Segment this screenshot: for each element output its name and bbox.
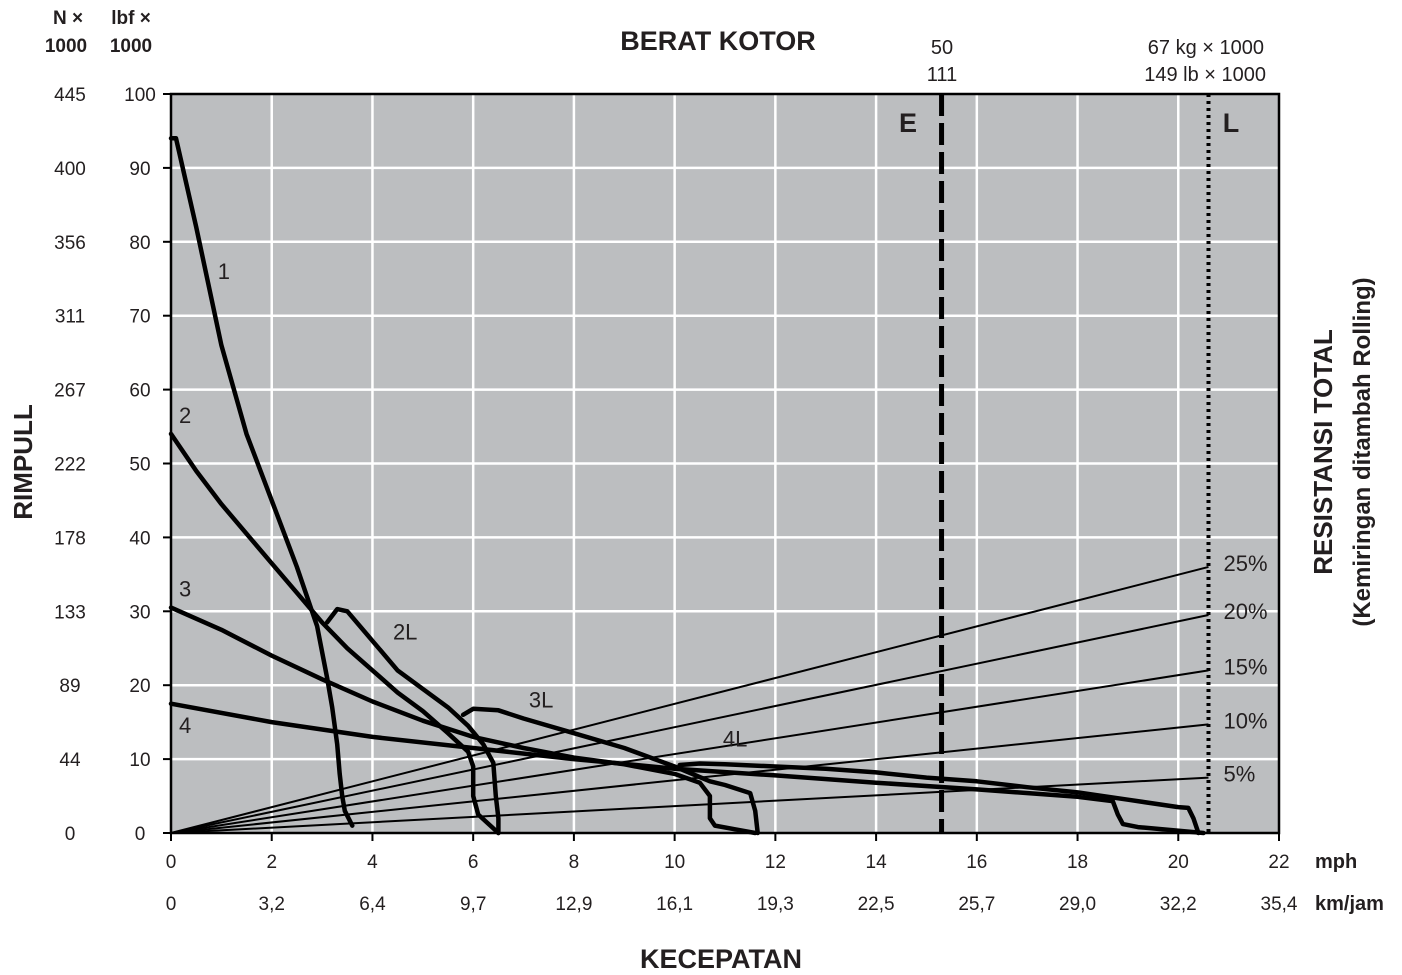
chart-title: BERAT KOTOR — [620, 26, 816, 56]
x-tick-label-kmh: 9,7 — [460, 894, 486, 915]
weight-e-label: E — [899, 108, 917, 138]
series-line-3l — [460, 706, 760, 836]
y-tick-label-n: 222 — [54, 455, 86, 476]
x-tick-label-mph: 2 — [266, 852, 277, 873]
y-tick-label-lbf: 70 — [129, 307, 150, 328]
x-tick-label-mph: 10 — [664, 852, 685, 873]
x-tick-label-mph: 18 — [1067, 852, 1088, 873]
y2-axis-title: RESISTANSI TOTAL — [1308, 329, 1338, 575]
series-layer — [168, 136, 1206, 836]
weight-lines-layer — [939, 94, 1211, 833]
x-tick-label-kmh: 25,7 — [958, 894, 995, 915]
label-layer: 0023,246,469,7812,91016,11219,31422,5162… — [54, 85, 1298, 915]
x-tick-label-mph: 8 — [569, 852, 580, 873]
resistance-label: 20% — [1223, 599, 1267, 624]
x-tick-label-mph: 6 — [468, 852, 479, 873]
x-axis-title: KECEPATAN — [640, 944, 802, 974]
y-tick-label-n: 267 — [54, 381, 86, 402]
y-tick-label-lbf: 30 — [129, 602, 150, 623]
x-tick-label-kmh: 19,3 — [757, 894, 794, 915]
resistance-label: 15% — [1223, 654, 1267, 679]
y-unit-lbf-line1: lbf × — [111, 8, 151, 29]
y-tick-label-lbf: 100 — [124, 85, 156, 106]
x-tick-label-mph: 14 — [866, 852, 888, 873]
y-tick-label-n: 445 — [54, 85, 86, 106]
series-line-4 — [168, 701, 1206, 836]
y-tick-label-n: 178 — [54, 528, 86, 549]
series-line-2 — [168, 431, 501, 836]
y-tick-label-lbf: 50 — [129, 455, 150, 476]
y-tick-label-n: 311 — [55, 307, 85, 328]
series-line-1 — [168, 136, 355, 828]
y-tick-label-lbf: 40 — [129, 528, 150, 549]
x-tick-label-kmh: 29,0 — [1059, 894, 1096, 915]
x-tick-label-kmh: 12,9 — [555, 894, 592, 915]
y-tick-label-lbf: 0 — [135, 824, 146, 845]
y2-axis-subtitle: (Kemiringan ditambah Rolling) — [1349, 277, 1376, 626]
x-unit-kmh: km/jam — [1315, 893, 1384, 915]
x-tick-label-kmh: 16,1 — [656, 894, 693, 915]
x-tick-label-kmh: 35,4 — [1261, 894, 1298, 915]
y-axis-title: RIMPULL — [8, 404, 38, 520]
plot-frame — [169, 92, 1281, 835]
x-tick-label-mph: 20 — [1168, 852, 1189, 873]
y-tick-label-n: 89 — [59, 676, 80, 697]
y-tick-label-n: 356 — [54, 233, 86, 254]
curve-label: 1 — [218, 259, 230, 284]
grid-layer — [171, 94, 1279, 833]
weight-l-top-label-2: 149 lb × 1000 — [1144, 64, 1266, 86]
weight-l-top-label-1: 67 kg × 1000 — [1148, 37, 1264, 59]
y-tick-label-lbf: 10 — [129, 750, 150, 771]
x-tick-label-mph: 12 — [765, 852, 786, 873]
x-tick-label-kmh: 22,5 — [858, 894, 895, 915]
x-tick-label-kmh: 3,2 — [259, 894, 285, 915]
curve-label: 2L — [393, 619, 417, 644]
curve-label: 3L — [529, 687, 553, 712]
frame-layer — [163, 92, 1281, 841]
y-tick-label-n: 400 — [54, 159, 86, 180]
x-tick-label-mph: 4 — [367, 852, 378, 873]
y-tick-label-n: 133 — [54, 602, 86, 623]
x-tick-label-mph: 16 — [966, 852, 987, 873]
x-tick-label-kmh: 32,2 — [1160, 894, 1197, 915]
resistance-label: 25% — [1223, 551, 1267, 576]
x-tick-label-mph: 22 — [1268, 852, 1289, 873]
y-tick-label-n: 44 — [59, 750, 81, 771]
y-tick-label-lbf: 20 — [129, 676, 150, 697]
curve-label: 2 — [179, 403, 191, 428]
y-unit-n-line2: 1000 — [45, 36, 87, 57]
series-line-4l — [677, 761, 1201, 836]
weight-e-top-label-2: 111 — [927, 64, 957, 86]
y-unit-n-line1: N × — [53, 8, 83, 29]
resistance-line — [170, 565, 1209, 834]
y-tick-label-n: 0 — [65, 824, 76, 845]
x-unit-mph: mph — [1315, 851, 1357, 873]
curve-label: 4 — [179, 713, 191, 738]
series-line-2l — [324, 606, 501, 836]
x-tick-label-mph: 0 — [166, 852, 177, 873]
weight-l-label: L — [1223, 108, 1240, 138]
x-tick-label-kmh: 0 — [166, 894, 177, 915]
curve-label: 4L — [723, 727, 747, 752]
y-tick-label-lbf: 60 — [129, 381, 150, 402]
resistance-label: 5% — [1223, 762, 1255, 787]
y-tick-label-lbf: 90 — [129, 159, 150, 180]
weight-e-top-label-1: 50 — [931, 37, 953, 59]
curve-label: 3 — [179, 577, 191, 602]
y-unit-lbf-line2: 1000 — [110, 36, 152, 57]
resistance-label: 10% — [1223, 708, 1267, 733]
y-tick-label-lbf: 80 — [129, 233, 150, 254]
x-tick-label-kmh: 6,4 — [359, 894, 386, 915]
